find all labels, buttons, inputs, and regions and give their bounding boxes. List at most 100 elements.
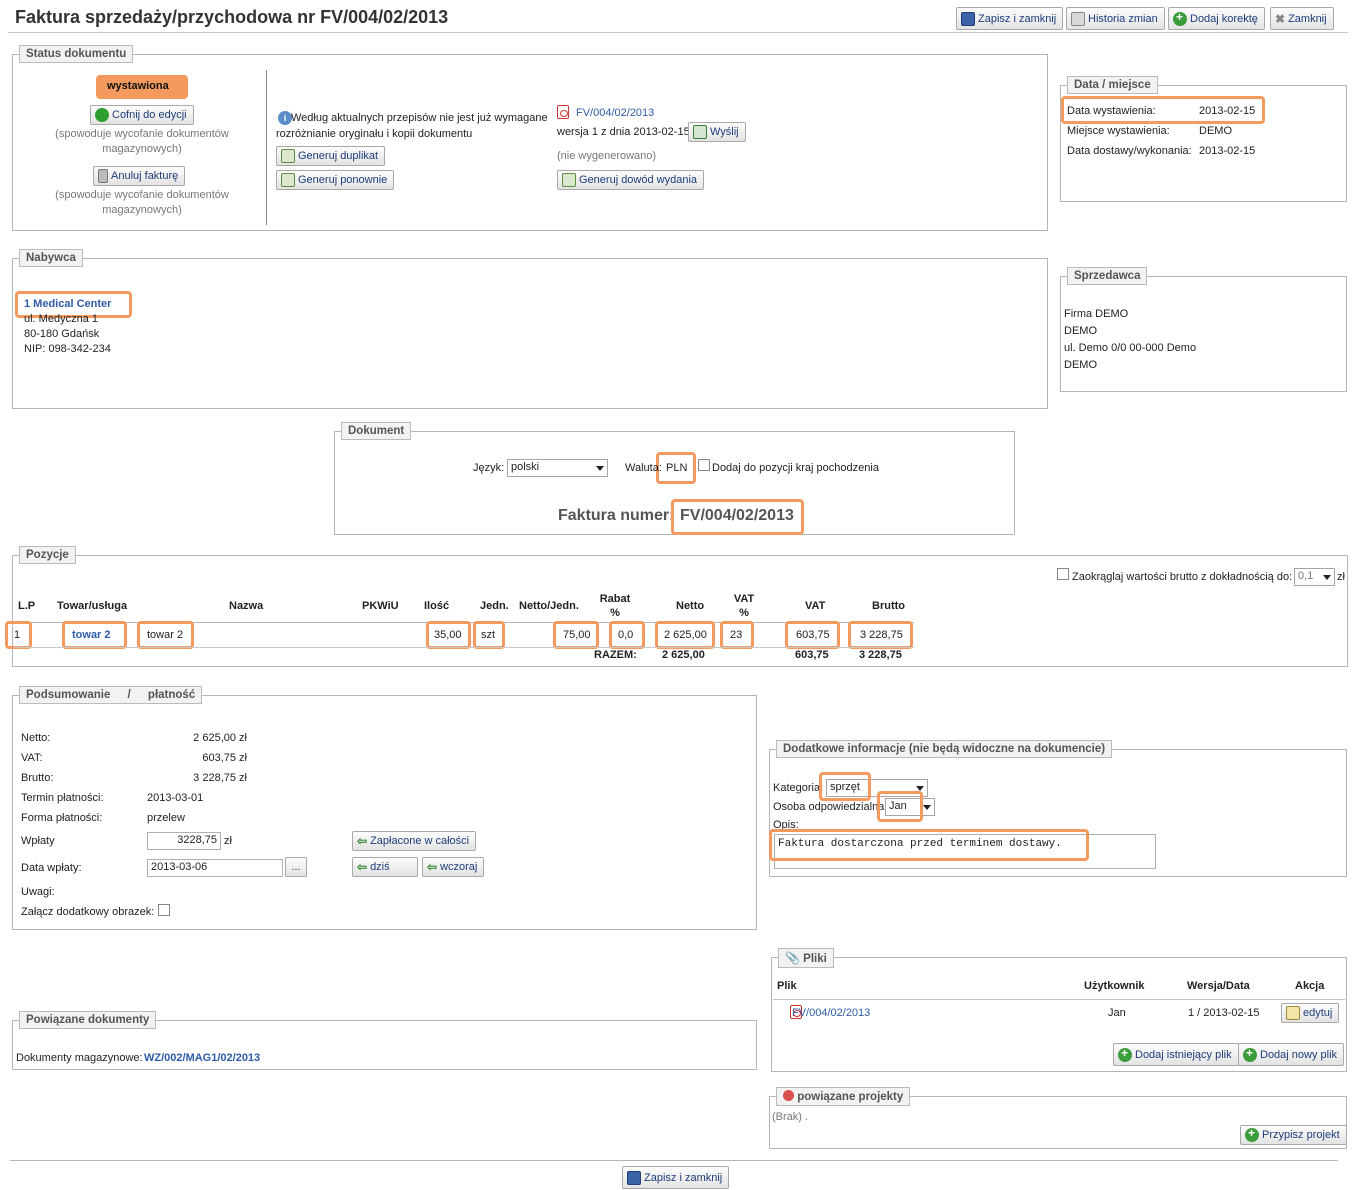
projects-legend: powiązane projekty — [776, 1087, 911, 1106]
trash-icon — [98, 169, 108, 183]
date-place-legend: Data / miejsce — [1067, 76, 1158, 94]
footer-save-close-button[interactable]: Zapisz i zamknij — [622, 1166, 730, 1189]
buyer-street: ul. Medyczna 1 — [24, 313, 98, 325]
files-header-divider — [773, 999, 1345, 1000]
cancel-invoice-button[interactable]: Anuluj fakturę — [93, 166, 186, 186]
category-label: Kategoria: — [773, 782, 824, 794]
date-place-section: Data / miejsce — [1060, 76, 1347, 202]
paid-full-button[interactable]: ⇦ Zapłacone w całości — [352, 831, 477, 851]
page-title: Faktura sprzedaży/przychodowa nr FV/004/… — [15, 7, 449, 27]
row-item-link[interactable]: towar 2 — [72, 629, 111, 641]
buyer-name-link[interactable]: 1 Medical Center — [24, 298, 112, 310]
payment-form-value: przelew — [147, 812, 185, 824]
not-generated-text: (nie wygenerowano) — [557, 150, 657, 162]
undo-icon — [95, 108, 109, 122]
today-button[interactable]: ⇦ dziś — [352, 857, 418, 877]
seller-line-2: DEMO — [1064, 325, 1097, 337]
projects-icon — [783, 1090, 794, 1101]
add-existing-file-button[interactable]: Dodaj istniejący plik — [1113, 1043, 1239, 1066]
close-button[interactable]: ✖ Zamknij — [1270, 7, 1334, 30]
description-label: Opis: — [773, 819, 799, 831]
generate-duplicate-button[interactable]: Generuj duplikat — [276, 146, 386, 166]
generate-proof-button[interactable]: Generuj dowód wydania — [557, 170, 705, 190]
edit-icon — [1286, 1006, 1300, 1020]
term-label: Termin płatności: — [21, 792, 104, 804]
delivery-date-value: 2013-02-15 — [1199, 145, 1256, 157]
paid-amount-input[interactable]: 3228,75 — [147, 832, 221, 850]
seller-line-4: DEMO — [1064, 359, 1097, 371]
chevron-down-icon — [1323, 575, 1331, 580]
file-version: 1 / 2013-02-15 — [1188, 1007, 1260, 1019]
files-section: 📎 Pliki — [771, 948, 1347, 1072]
buyer-section: Nabywca — [12, 249, 1048, 409]
revert-to-edit-button[interactable]: Cofnij do edycji — [90, 105, 194, 125]
col-discount: Rabat % — [599, 593, 631, 619]
date-picker-button[interactable]: ... — [285, 857, 307, 877]
description-textarea[interactable]: Faktura dostarczona przed terminem dosta… — [774, 834, 1156, 869]
payment-form-label: Forma płatności: — [21, 812, 103, 824]
total-gross: 3 228,75 — [859, 649, 902, 661]
image-label: Załącz dodatkowy obrazek: — [21, 906, 155, 918]
image-checkbox[interactable] — [158, 904, 170, 916]
file-link[interactable]: FV/004/02/2013 — [792, 1007, 871, 1019]
language-select[interactable]: polski — [507, 459, 608, 477]
add-new-file-button[interactable]: Dodaj nowy plik — [1238, 1043, 1345, 1066]
extra-info-legend: Dodatkowe informacje (nie będą widoczne … — [776, 740, 1113, 758]
related-docs-link[interactable]: WZ/002/MAG1/02/2013 — [144, 1052, 261, 1064]
plus-icon — [1118, 1046, 1132, 1062]
projects-section: powiązane projekty — [769, 1087, 1347, 1149]
assign-project-button[interactable]: Przypisz projekt — [1240, 1125, 1347, 1145]
row-name: towar 2 — [147, 629, 184, 641]
origin-checkbox[interactable] — [698, 459, 710, 471]
description-highlight — [769, 829, 1089, 861]
status-highlight — [96, 75, 188, 99]
status-divider — [266, 70, 267, 225]
currency-value[interactable]: PLN — [666, 462, 688, 474]
plus-icon — [1245, 1126, 1259, 1142]
rounding-select[interactable]: 0,1 — [1294, 568, 1335, 586]
col-gross: Brutto — [872, 600, 905, 612]
files-col-file: Plik — [777, 980, 797, 992]
add-correction-button[interactable]: Dodaj korektę — [1168, 7, 1265, 30]
generate-icon — [562, 173, 576, 187]
pdf-icon — [557, 105, 569, 119]
col-name: Nazwa — [229, 600, 264, 612]
files-col-version: Wersja/Data — [1187, 980, 1250, 992]
payment-date-label: Data wpłaty: — [21, 862, 82, 874]
issue-date-highlight — [1061, 96, 1265, 124]
buyer-nip: NIP: 098-342-234 — [24, 343, 111, 355]
cancel-note: (spowoduje wycofanie dokumentów magazyno… — [55, 189, 229, 216]
paid-unit: zł — [224, 835, 232, 847]
regenerate-button[interactable]: Generuj ponownie — [276, 170, 395, 190]
place-value: DEMO — [1199, 125, 1232, 137]
origin-label: Dodaj do pozycji kraj pochodzenia — [712, 462, 879, 474]
send-button[interactable]: Wyślij — [688, 122, 746, 142]
yesterday-button[interactable]: ⇦ wczoraj — [422, 857, 485, 877]
buyer-highlight — [15, 291, 132, 318]
summary-vat-label: VAT: — [21, 752, 43, 764]
currency-label: Waluta: — [625, 462, 662, 474]
payment-date-input[interactable]: 2013-03-06 — [147, 859, 283, 877]
close-icon: ✖ — [1275, 11, 1286, 26]
file-edit-button[interactable]: edytuj — [1281, 1003, 1340, 1023]
plus-icon — [1243, 1046, 1257, 1062]
place-label: Miejsce wystawienia: — [1067, 125, 1170, 137]
summary-gross-value: 3 228,75 zł — [193, 772, 247, 784]
arrow-left-icon: ⇦ — [357, 860, 368, 874]
generate-icon — [281, 173, 295, 187]
save-close-button[interactable]: Zapisz i zamknij — [956, 7, 1064, 30]
seller-line-1: Firma DEMO — [1064, 308, 1129, 320]
row-qty: 35,00 — [434, 629, 462, 641]
related-docs-section: Powiązane dokumenty — [12, 1011, 757, 1070]
pdf-link[interactable]: FV/004/02/2013 — [576, 107, 655, 119]
header-divider — [8, 32, 1348, 33]
history-button[interactable]: Historia zmian — [1066, 7, 1165, 30]
pdf-icon — [790, 1005, 803, 1019]
files-col-action: Akcja — [1295, 980, 1325, 992]
row-net-unit: 75,00 — [563, 629, 591, 641]
status-legend: Status dokumentu — [19, 45, 134, 63]
paid-label: Wpłaty — [21, 835, 55, 847]
summary-section: Podsumowanie / płatność — [12, 686, 757, 930]
rounding-checkbox[interactable] — [1057, 568, 1069, 580]
plus-icon — [1173, 10, 1187, 26]
